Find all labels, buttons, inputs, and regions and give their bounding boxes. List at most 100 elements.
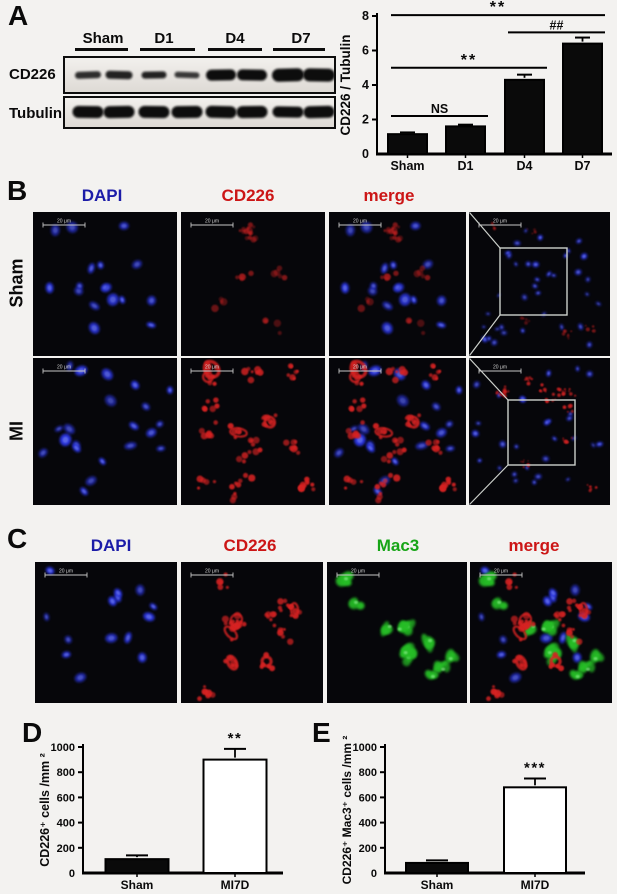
y-tick-label: 1000 [353,742,377,754]
micrograph-mi-merge: 20 μm [329,358,466,505]
panel-a-label: A [8,0,29,31]
micrograph-c-cd226: 20 μm [181,562,323,703]
blot-group-sham: Sham [82,30,124,47]
blot-group-d1: D1 [154,30,174,47]
x-category-label: Sham [390,159,424,173]
bar-mi7d [503,786,567,874]
x-category-label: MI7D [521,878,550,892]
blot-row-label-cd226: CD226 [9,66,56,83]
blot-band [171,105,203,119]
y-tick-label: 600 [359,792,377,804]
significance-label: NS [431,102,448,116]
micrograph-mi-cd226: 20 μm [181,358,325,505]
x-category-label: D1 [458,159,474,173]
svg-text:20 μm: 20 μm [494,569,508,575]
panel-e-label: E [312,717,331,748]
y-tick-label: 0 [69,868,75,880]
c-header-cd226: CD226 [223,536,277,555]
micrograph-c-merge: 20 μm [470,562,612,703]
bar-d4 [504,78,545,155]
y-tick-label: 4 [362,78,369,92]
blot-band [103,105,135,119]
x-category-label: Sham [121,878,154,892]
blot-band [205,105,237,119]
blot-band [75,71,101,79]
y-tick-label: 6 [362,44,369,58]
inset-box [507,399,576,466]
bar-mi7d [202,758,268,874]
x-category-label: D4 [517,159,533,173]
micrograph-sham-cd226: 20 μm [181,212,325,356]
svg-text:20 μm: 20 μm [353,219,367,225]
micrograph-mi-overview: 20 μm [469,358,610,505]
blot-group-d4: D4 [225,30,245,47]
c-header-mac3: Mac3 [376,536,420,555]
significance-label: *** [524,760,546,777]
y-tick-label: 2 [362,113,369,127]
c-header-merge: merge [508,536,560,555]
b-header-dapi: DAPI [81,186,123,205]
tubulin-bands [72,105,334,119]
blot-band [141,71,167,79]
blot-band [174,71,200,79]
blot-band [138,105,170,119]
svg-text:20 μm: 20 μm [351,569,365,575]
svg-text:20 μm: 20 μm [493,219,507,225]
group-underline [140,48,195,51]
significance-label: ** [490,0,506,16]
svg-text:20 μm: 20 μm [57,219,71,225]
blot-band [105,70,133,80]
scale-bar: 20 μm [338,219,382,228]
b-row-label-sham: Sham [6,258,27,308]
blot-group-d7: D7 [291,30,311,47]
significance-label: ** [228,730,243,747]
svg-text:20 μm: 20 μm [57,365,71,371]
c-header-dapi: DAPI [90,536,132,555]
scale-bar: 20 μm [479,569,523,578]
y-axis-label: CD226⁺ Mac3⁺ cells /mm ² [340,736,354,885]
scale-bar: 20 μm [478,219,522,228]
y-tick-label: 600 [57,792,75,804]
blot-band [272,68,304,82]
significance-label: ** [461,52,477,69]
micrograph-mi-dapi: 20 μm [33,358,177,505]
svg-text:20 μm: 20 μm [493,365,507,371]
scale-bar: 20 μm [336,569,380,578]
b-header-cd226: CD226 [221,186,275,205]
scale-bar: 20 μm [42,365,86,374]
scale-bar: 20 μm [44,569,88,578]
y-tick-label: 400 [359,818,377,830]
y-tick-label: 800 [57,767,75,779]
scale-bar: 20 μm [190,569,234,578]
y-axis-label: CD226⁺ cells /mm ² [38,753,52,867]
y-tick-label: 8 [362,9,369,23]
blot-band [303,105,334,119]
y-tick-label: 400 [57,818,75,830]
group-underline [273,48,325,51]
western-blot-tubulin [63,96,336,129]
panel-c-label: C [7,523,28,554]
blot-band [272,106,304,118]
y-tick-label: 0 [371,868,377,880]
cd226-bands [75,68,334,82]
svg-text:20 μm: 20 μm [353,365,367,371]
significance-label: ## [550,18,564,32]
scale-bar: 20 μm [190,219,234,228]
micrograph-sham-merge: 20 μm [329,212,466,356]
panel-d-label: D [22,717,43,748]
x-category-label: D7 [575,159,591,173]
micrograph-c-dapi: 20 μm [35,562,177,703]
blot-band [236,105,268,119]
blot-band [72,105,104,119]
micrograph-sham-dapi: 20 μm [33,212,177,356]
bar-sham [405,861,469,874]
b-header-merge: merge [363,186,415,205]
blot-band [303,68,334,82]
svg-text:20 μm: 20 μm [205,365,219,371]
y-tick-label: 200 [57,843,75,855]
x-category-label: MI7D [221,878,250,892]
group-underline [75,48,128,51]
